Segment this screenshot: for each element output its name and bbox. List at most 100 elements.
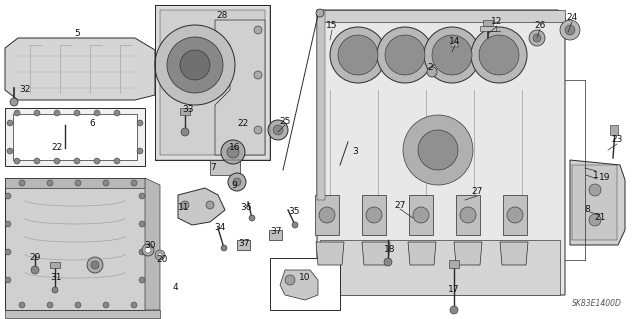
Circle shape bbox=[206, 201, 214, 209]
Circle shape bbox=[87, 257, 103, 273]
Polygon shape bbox=[454, 242, 482, 265]
Polygon shape bbox=[408, 242, 436, 265]
Text: 31: 31 bbox=[51, 272, 61, 281]
Circle shape bbox=[366, 207, 382, 223]
Text: 23: 23 bbox=[611, 136, 623, 145]
Text: 16: 16 bbox=[229, 144, 241, 152]
Text: 27: 27 bbox=[394, 201, 406, 210]
Circle shape bbox=[450, 306, 458, 314]
Circle shape bbox=[14, 110, 20, 116]
Polygon shape bbox=[155, 5, 270, 160]
Bar bbox=[315, 195, 339, 235]
Circle shape bbox=[403, 115, 473, 185]
Circle shape bbox=[529, 30, 545, 46]
Polygon shape bbox=[500, 242, 528, 265]
Circle shape bbox=[533, 34, 541, 42]
Circle shape bbox=[589, 184, 601, 196]
Polygon shape bbox=[237, 240, 250, 250]
Text: 15: 15 bbox=[326, 21, 338, 31]
Circle shape bbox=[377, 27, 433, 83]
Circle shape bbox=[254, 26, 262, 34]
Polygon shape bbox=[570, 160, 625, 245]
Circle shape bbox=[233, 178, 241, 186]
Text: 34: 34 bbox=[214, 224, 226, 233]
Circle shape bbox=[285, 275, 295, 285]
Circle shape bbox=[103, 180, 109, 186]
Bar bbox=[451, 42, 458, 47]
Polygon shape bbox=[280, 270, 318, 300]
Text: 14: 14 bbox=[449, 36, 461, 46]
Bar bbox=[180, 108, 190, 115]
Circle shape bbox=[273, 125, 283, 135]
Circle shape bbox=[427, 67, 437, 77]
Circle shape bbox=[5, 193, 11, 199]
Bar bbox=[5, 178, 145, 188]
Bar bbox=[362, 195, 386, 235]
Polygon shape bbox=[5, 38, 155, 100]
Circle shape bbox=[7, 148, 13, 154]
Circle shape bbox=[19, 302, 25, 308]
Circle shape bbox=[330, 27, 386, 83]
Circle shape bbox=[145, 247, 151, 253]
Text: 10: 10 bbox=[300, 273, 311, 283]
Circle shape bbox=[139, 249, 145, 255]
Text: 11: 11 bbox=[179, 204, 189, 212]
Circle shape bbox=[221, 245, 227, 251]
Polygon shape bbox=[320, 240, 560, 295]
Bar bbox=[480, 26, 496, 31]
Circle shape bbox=[180, 50, 210, 80]
Polygon shape bbox=[215, 20, 265, 155]
Bar bbox=[572, 165, 617, 240]
Bar bbox=[503, 195, 527, 235]
Circle shape bbox=[34, 110, 40, 116]
Circle shape bbox=[319, 207, 335, 223]
Circle shape bbox=[254, 126, 262, 134]
Text: 5: 5 bbox=[74, 28, 80, 38]
Circle shape bbox=[413, 207, 429, 223]
Circle shape bbox=[7, 120, 13, 126]
Circle shape bbox=[338, 35, 378, 75]
Circle shape bbox=[94, 110, 100, 116]
Text: 1: 1 bbox=[593, 170, 599, 180]
Circle shape bbox=[432, 35, 472, 75]
Circle shape bbox=[418, 130, 458, 170]
Circle shape bbox=[249, 215, 255, 221]
Polygon shape bbox=[210, 160, 240, 175]
Polygon shape bbox=[145, 178, 160, 310]
Text: 22: 22 bbox=[51, 143, 63, 152]
Circle shape bbox=[142, 244, 154, 256]
Circle shape bbox=[384, 258, 392, 266]
Circle shape bbox=[75, 302, 81, 308]
Circle shape bbox=[14, 158, 20, 164]
Circle shape bbox=[155, 25, 235, 105]
Circle shape bbox=[460, 207, 476, 223]
Text: 18: 18 bbox=[384, 246, 396, 255]
Circle shape bbox=[75, 180, 81, 186]
Circle shape bbox=[227, 146, 239, 158]
Circle shape bbox=[54, 110, 60, 116]
Circle shape bbox=[47, 180, 53, 186]
Circle shape bbox=[137, 120, 143, 126]
Text: 20: 20 bbox=[156, 255, 168, 263]
Polygon shape bbox=[5, 178, 145, 310]
Circle shape bbox=[10, 98, 18, 106]
Bar bbox=[456, 195, 480, 235]
Circle shape bbox=[254, 71, 262, 79]
Text: 26: 26 bbox=[534, 20, 546, 29]
Bar bbox=[317, 10, 565, 22]
Circle shape bbox=[228, 173, 246, 191]
Circle shape bbox=[74, 110, 80, 116]
Circle shape bbox=[158, 253, 162, 257]
Text: SK83E1400D: SK83E1400D bbox=[572, 299, 622, 308]
Circle shape bbox=[507, 207, 523, 223]
Bar bbox=[483, 20, 493, 26]
Circle shape bbox=[114, 158, 120, 164]
Circle shape bbox=[139, 193, 145, 199]
Text: 36: 36 bbox=[240, 204, 252, 212]
Circle shape bbox=[5, 221, 11, 227]
Text: 6: 6 bbox=[89, 120, 95, 129]
Polygon shape bbox=[317, 10, 565, 295]
Circle shape bbox=[103, 302, 109, 308]
Circle shape bbox=[155, 250, 165, 260]
Bar bbox=[160, 10, 265, 155]
